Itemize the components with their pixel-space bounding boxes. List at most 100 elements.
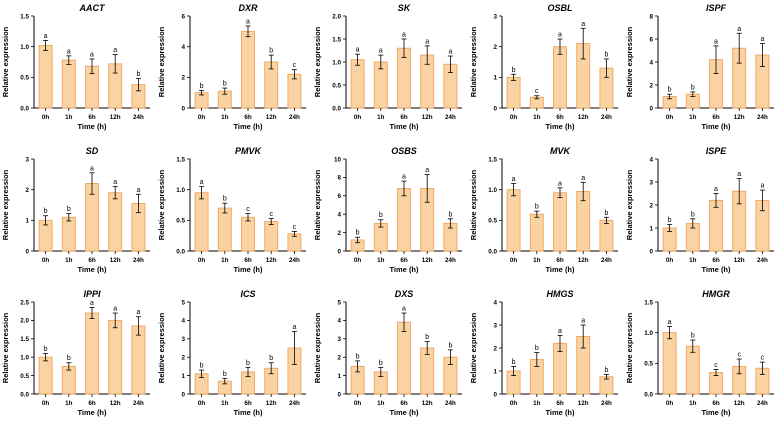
sig-letter: b (691, 333, 695, 340)
x-axis-label: Time (h) (389, 265, 419, 274)
y-tick-label: 1.0 (20, 355, 29, 362)
sig-letter: b (691, 84, 695, 91)
y-tick-label: 3 (337, 336, 341, 343)
bar (506, 189, 521, 252)
sig-letter: a (90, 165, 94, 172)
x-tick-label: 6h (556, 114, 564, 121)
x-tick-label: 12h (266, 400, 277, 407)
x-tick-label: 24h (445, 257, 456, 264)
sig-letter: a (581, 21, 585, 28)
sig-letter: c (246, 206, 250, 213)
x-tick-label: 12h (110, 114, 121, 121)
sig-letter: b (379, 360, 383, 367)
x-axis-label: Time (h) (233, 122, 263, 131)
x-tick-label: 24h (601, 400, 612, 407)
x-tick-label: 12h (110, 257, 121, 264)
y-tick-label: 6 (181, 13, 185, 20)
sig-letter: b (356, 230, 360, 237)
y-tick-label: 1.5 (644, 299, 653, 306)
y-tick-label: 1.5 (20, 336, 29, 343)
y-tick-label: 1.0 (20, 44, 29, 51)
y-tick-label: 6 (649, 36, 653, 43)
y-tick-label: 2 (181, 75, 185, 82)
x-tick-label: 6h (244, 114, 252, 121)
y-tick-label: 0 (25, 248, 29, 255)
sig-letter: a (113, 179, 117, 186)
sig-letter: a (200, 179, 204, 186)
sig-letter: b (223, 371, 227, 378)
sig-letter: a (512, 176, 516, 183)
x-tick-label: 0h (42, 257, 50, 264)
sig-letter: b (604, 51, 608, 58)
sig-letter: b (200, 83, 204, 90)
sig-letter: a (581, 175, 585, 182)
sig-letter: a (558, 180, 562, 187)
x-tick-label: 24h (757, 257, 768, 264)
y-axis-label: Relative expression (625, 312, 634, 383)
y-tick-label: 0 (649, 105, 653, 112)
chart-title: OSBS (391, 146, 417, 156)
y-tick-label: 3 (25, 156, 29, 163)
x-tick-label: 0h (198, 257, 206, 264)
chart-title: AACT (79, 3, 106, 13)
sig-letter: a (425, 38, 429, 45)
y-tick-label: 4 (493, 299, 497, 306)
x-axis-label: Time (h) (545, 408, 575, 417)
y-tick-label: 1 (493, 75, 497, 82)
x-tick-label: 1h (377, 257, 385, 264)
bar (529, 213, 544, 252)
x-tick-label: 12h (734, 400, 745, 407)
x-axis-label: Time (h) (233, 265, 263, 274)
y-tick-label: 6 (337, 193, 341, 200)
chart-svg: OSBS Relative expression 0 2 4 6 8 10 b 0h b 1h a 6h a… (313, 146, 462, 274)
subplot-OSBL: OSBL Relative expression 0 1 2 3 b 0h c 1h a 6h a 12h… (468, 0, 624, 143)
y-tick-label: 2 (649, 202, 653, 209)
y-axis-label: Relative expression (313, 169, 322, 240)
sig-letter: b (44, 346, 48, 353)
bar (373, 222, 388, 252)
x-axis-label: Time (h) (545, 265, 575, 274)
sig-letter: b (604, 367, 608, 374)
sig-letter: a (292, 324, 296, 331)
x-tick-label: 12h (422, 400, 433, 407)
subplot-OSBS: OSBS Relative expression 0 2 4 6 8 10 b 0h b 1h a 6h a… (312, 143, 468, 286)
chart-svg: PMVK Relative expression 0.0 0.5 1.0 1.5 a 0h b 1… (157, 146, 306, 274)
sig-letter: b (223, 196, 227, 203)
y-axis-label: Relative expression (469, 169, 478, 240)
chart-title: OSBL (547, 3, 572, 13)
chart-title: HMGR (702, 289, 730, 299)
bar (350, 59, 365, 109)
chart-svg: OSBL Relative expression 0 1 2 3 b 0h c 1h a 6h a 12h… (469, 3, 618, 131)
x-tick-label: 12h (266, 257, 277, 264)
x-tick-label: 0h (354, 114, 362, 121)
x-tick-label: 1h (689, 114, 697, 121)
x-tick-label: 6h (88, 257, 96, 264)
bar (194, 192, 209, 252)
x-tick-label: 1h (65, 114, 73, 121)
y-tick-label: 1 (493, 368, 497, 375)
y-tick-label: 2 (25, 187, 29, 194)
y-tick-label: 0.5 (20, 373, 29, 380)
bar (38, 44, 53, 109)
y-tick-label: 4 (181, 318, 185, 325)
y-tick-label: 2 (493, 345, 497, 352)
x-tick-label: 24h (289, 257, 300, 264)
y-tick-label: 4 (181, 44, 185, 51)
sig-letter: a (356, 47, 360, 54)
x-tick-label: 24h (289, 114, 300, 121)
y-tick-label: 0 (493, 391, 497, 398)
sig-letter: b (691, 211, 695, 218)
sig-letter: b (668, 217, 672, 224)
bar (685, 345, 700, 395)
sig-letter: a (737, 171, 741, 178)
x-tick-label: 0h (354, 400, 362, 407)
chart-title: MVK (550, 146, 572, 156)
x-tick-label: 24h (601, 257, 612, 264)
x-axis-label: Time (h) (77, 122, 107, 131)
sig-letter: a (136, 187, 140, 194)
bar (241, 30, 255, 109)
y-tick-label: 0.5 (332, 82, 341, 89)
sig-letter: a (668, 319, 672, 326)
sig-letter: a (113, 306, 117, 313)
sig-letter: b (269, 48, 273, 55)
